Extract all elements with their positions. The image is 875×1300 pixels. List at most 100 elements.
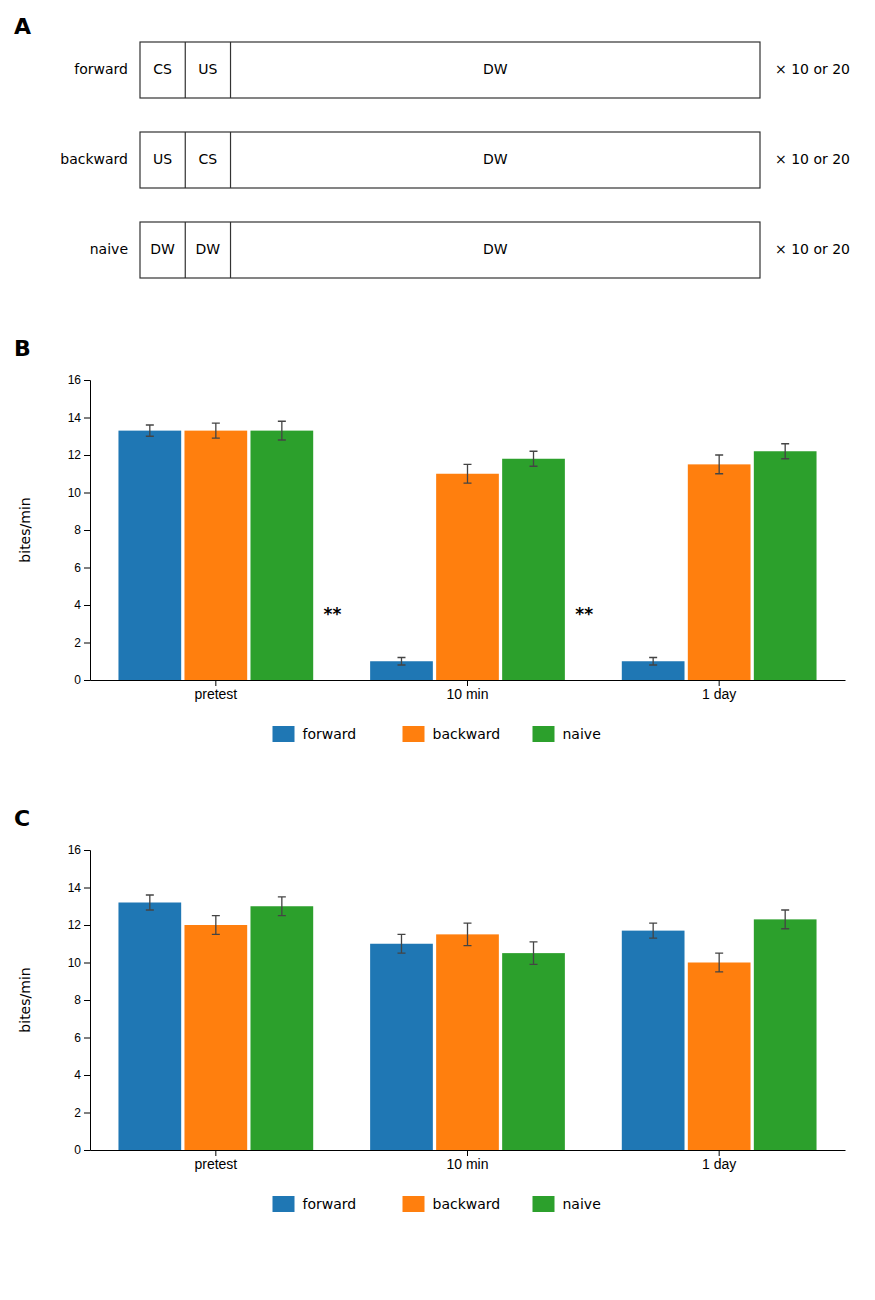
series — [118, 425, 684, 680]
x-tick: pretest — [194, 1150, 237, 1172]
y-tick: 6 — [74, 561, 90, 575]
y-axis-line — [84, 381, 91, 681]
y-tick: 4 — [74, 1068, 90, 1082]
y-axis-line — [84, 851, 91, 1151]
error-bar — [649, 658, 657, 666]
legend-swatch — [403, 726, 425, 742]
y-tick: 0 — [74, 673, 90, 687]
error-bar — [146, 425, 154, 436]
legend-item: naive — [533, 1196, 601, 1212]
y-tick-label: 14 — [68, 411, 82, 425]
y-tick: 8 — [74, 523, 90, 537]
legend-item: backward — [403, 1196, 501, 1212]
cell-text: DW — [483, 241, 508, 257]
significance-marker: ** — [324, 604, 342, 624]
y-axis: 0 2 4 6 8 10 12 14 16 — [68, 843, 91, 1157]
y-tick: 16 — [68, 373, 90, 387]
legend-label: backward — [433, 1196, 501, 1212]
y-tick: 0 — [74, 1143, 90, 1157]
y-tick: 2 — [74, 636, 90, 650]
error-bar — [212, 423, 220, 438]
bar — [118, 431, 181, 680]
y-tick-mark — [84, 568, 90, 569]
y-tick-label: 0 — [74, 673, 81, 687]
bar — [502, 953, 565, 1150]
series — [250, 897, 816, 1150]
y-tick: 2 — [74, 1106, 90, 1120]
y-axis: 0 2 4 6 8 10 12 14 16 — [68, 373, 91, 687]
x-tick-label: 1 day — [702, 686, 736, 702]
cell-divider — [185, 132, 186, 188]
y-tick: 6 — [74, 1031, 90, 1045]
plot-area: 0246810121416pretest10 min1 day — [68, 843, 846, 1172]
protocol-box — [140, 132, 760, 188]
bar — [622, 931, 685, 1150]
y-axis-title: bites/min — [17, 967, 33, 1032]
legend-item: forward — [273, 726, 357, 742]
y-tick-label: 8 — [74, 993, 81, 1007]
y-tick-mark — [84, 888, 90, 889]
y-tick-label: 0 — [74, 1143, 81, 1157]
error-bar — [781, 444, 789, 459]
row-label: naive — [90, 241, 128, 257]
error-bar — [530, 942, 538, 965]
y-tick-mark — [84, 1038, 90, 1039]
bar — [184, 925, 247, 1150]
legend: forwardbackwardnaive — [273, 726, 601, 742]
error-bar — [146, 895, 154, 910]
y-tick-label: 16 — [68, 843, 82, 857]
error-bar — [212, 916, 220, 935]
x-axis: pretest10 min1 day — [91, 1150, 846, 1172]
x-tick-label: pretest — [194, 1156, 237, 1172]
multiplier: × 10 or 20 — [775, 61, 850, 77]
y-tick-mark — [84, 1000, 90, 1001]
bar — [118, 903, 181, 1151]
y-tick-mark — [84, 418, 90, 419]
x-tick-label: 10 min — [446, 1156, 488, 1172]
cell-text: US — [153, 151, 172, 167]
legend-label: forward — [303, 726, 357, 742]
error-bar — [278, 421, 286, 440]
y-tick-mark — [84, 530, 90, 531]
error-bar — [464, 923, 472, 946]
y-tick-mark — [84, 643, 90, 644]
bar — [688, 464, 751, 680]
cell-divider — [230, 222, 231, 278]
x-tick: 10 min — [446, 680, 488, 702]
x-tick-label: 10 min — [446, 686, 488, 702]
x-tick: pretest — [194, 680, 237, 702]
error-bar — [397, 658, 405, 666]
error-bar — [464, 464, 472, 483]
y-tick-label: 4 — [74, 598, 81, 612]
bar — [250, 906, 313, 1150]
y-tick: 10 — [68, 956, 90, 970]
y-tick-mark — [84, 605, 90, 606]
y-tick: 4 — [74, 598, 90, 612]
y-tick: 10 — [68, 486, 90, 500]
x-axis: pretest 10 min 1 day — [91, 680, 846, 702]
y-tick: 8 — [74, 993, 90, 1007]
multiplier: × 10 or 20 — [775, 241, 850, 257]
legend-swatch — [533, 1196, 555, 1212]
plot-area: 0246810121416pretest10 min1 day**** — [68, 373, 846, 702]
y-tick: 14 — [68, 411, 90, 425]
legend-swatch — [533, 726, 555, 742]
legend-label: naive — [563, 1196, 601, 1212]
y-tick-mark — [84, 455, 90, 456]
y-tick-label: 12 — [68, 918, 82, 932]
y-tick-mark — [84, 380, 90, 381]
bar — [436, 934, 499, 1150]
protocol-box — [140, 42, 760, 98]
figure: AforwardCSUSDW× 10 or 20backwardUSCSDW× … — [0, 0, 875, 1300]
panel-label: A — [14, 14, 31, 39]
protocol-box — [140, 222, 760, 278]
protocol-row: forwardCSUSDW× 10 or 20 — [74, 42, 850, 98]
y-tick-label: 12 — [68, 448, 82, 462]
panel-label: C — [14, 806, 30, 831]
cell-divider — [185, 222, 186, 278]
series — [184, 423, 750, 680]
y-tick-mark — [84, 963, 90, 964]
y-tick-label: 14 — [68, 881, 82, 895]
x-tick: 1 day — [702, 680, 736, 702]
error-bar — [715, 953, 723, 972]
